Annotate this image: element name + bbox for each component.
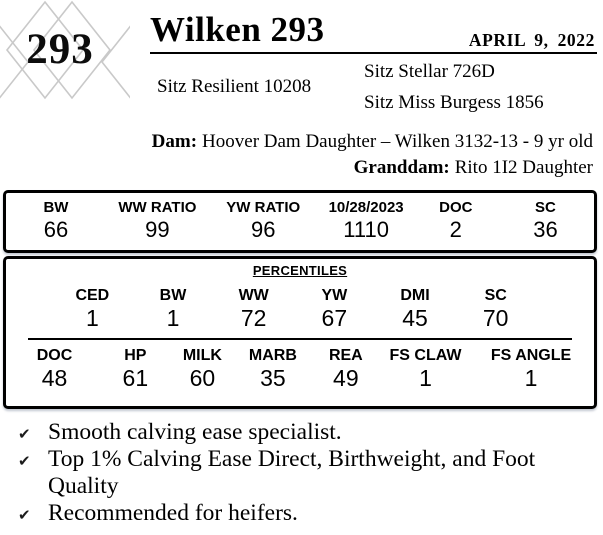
value-doc: 2 (449, 217, 462, 242)
column-header-ced: CED (75, 287, 110, 304)
paternal-granddam-name: Sitz Miss Burgess 1856 (364, 92, 544, 113)
note-text: Recommended for heifers. (48, 500, 298, 526)
column-header-ww-ratio: WW RATIO (118, 199, 197, 216)
column-header-doc: DOC (36, 346, 73, 364)
value-yw: 67 (321, 305, 348, 332)
column-header-ww: WW (238, 287, 269, 304)
performance-table: BW WW RATIO YW RATIO 10/28/2023 DOC SC 6… (3, 190, 597, 253)
value-fs-claw: 1 (419, 364, 432, 391)
granddam-description: Rito 1I2 Daughter (454, 157, 593, 178)
percentiles-title: PERCENTILES (252, 263, 348, 278)
column-header-hp: HP (124, 346, 147, 364)
sire-name: Sitz Resilient 10208 (157, 76, 312, 97)
page-title: Wilken 293 (150, 10, 325, 49)
value-hp: 61 (122, 364, 149, 391)
percentiles-row2-values: 48 61 60 35 49 1 1 (6, 365, 594, 391)
column-header-bw: BW (159, 287, 187, 304)
value-milk: 60 (189, 364, 216, 391)
note-text: Smooth calving ease specialist. (48, 419, 342, 445)
column-header-fs-claw: FS CLAW (389, 346, 462, 364)
value-sc: 70 (482, 305, 509, 332)
column-header-milk: MILK (182, 346, 222, 364)
value-ww-ratio: 99 (145, 217, 170, 242)
percentiles-table: PERCENTILES CED BW WW YW DMI SC 1 1 72 6… (3, 256, 597, 409)
column-header-marb: MARB (248, 346, 297, 364)
performance-value-row: 66 99 96 1110 2 36 (6, 217, 594, 242)
lot-badge: 293 (0, 0, 130, 114)
column-header-fs-angle: FS ANGLE (490, 346, 572, 364)
value-ww: 72 (240, 305, 267, 332)
granddam-line: Granddam: Rito 1I2 Daughter (354, 157, 593, 179)
column-header-doc: DOC (439, 199, 473, 216)
dam-description: Hoover Dam Daughter – Wilken 3132-13 - 9… (202, 131, 593, 152)
list-item: ✔ Smooth calving ease specialist. (18, 419, 578, 446)
column-header-dmi: DMI (400, 287, 430, 304)
percentiles-row1-headers: CED BW WW YW DMI SC (6, 286, 594, 305)
column-header-bw: BW (43, 199, 69, 216)
check-icon: ✔ (18, 506, 31, 524)
value-marb: 35 (260, 364, 286, 391)
column-header-yw-ratio: YW RATIO (226, 199, 301, 216)
granddam-label: Granddam: (353, 157, 450, 178)
column-header-yw: YW (321, 287, 348, 304)
value-doc: 48 (41, 364, 68, 391)
notes-list: ✔ Smooth calving ease specialist. ✔ Top … (18, 419, 578, 527)
check-icon: ✔ (18, 425, 31, 443)
lot-number: 293 (26, 26, 94, 73)
header-rule (150, 52, 597, 54)
value-yw-ratio: 96 (250, 217, 276, 242)
column-header-weigh-date: 10/28/2023 (328, 199, 404, 216)
column-header-rea: REA (328, 346, 363, 364)
paternal-grandsire-name: Sitz Stellar 726D (364, 61, 495, 82)
percentiles-row2-headers: DOC HP MILK MARB REA FS CLAW FS ANGLE (6, 346, 594, 365)
value-sc: 36 (533, 217, 558, 242)
sale-date: APRIL 9, 2022 (468, 30, 595, 50)
row-divider (28, 337, 572, 340)
note-text: Top 1% Calving Ease Direct, Birthweight,… (48, 446, 536, 499)
performance-header-row: BW WW RATIO YW RATIO 10/28/2023 DOC SC (6, 199, 594, 217)
list-item: ✔ Top 1% Calving Ease Direct, Birthweigh… (18, 446, 578, 500)
value-bw: 1 (166, 305, 180, 332)
check-icon: ✔ (18, 452, 31, 470)
dam-line: Dam: Hoover Dam Daughter – Wilken 3132-13… (152, 131, 593, 153)
value-ced: 1 (85, 305, 99, 332)
list-item: ✔ Recommended for heifers. (18, 500, 578, 527)
value-fs-angle: 1 (524, 364, 538, 391)
dam-label: Dam: (151, 131, 198, 152)
column-header-sc: SC (484, 287, 507, 304)
value-bw: 66 (43, 217, 69, 242)
value-dmi: 45 (402, 305, 428, 332)
percentiles-row1-values: 1 1 72 67 45 70 (6, 305, 594, 331)
column-header-sc: SC (535, 199, 556, 216)
value-weight: 1110 (343, 217, 389, 242)
value-rea: 49 (333, 364, 359, 391)
